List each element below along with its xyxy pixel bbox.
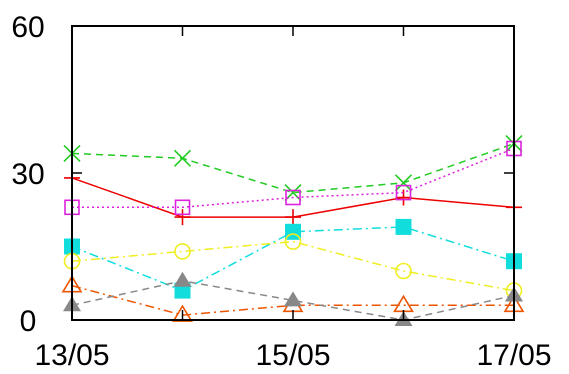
series-2 [64,140,522,216]
series-2-line [72,147,515,209]
series-6-point-2 [284,291,302,307]
plot-frame [71,25,515,321]
series-4 [63,233,523,299]
y-tick-label-60: 60 [11,11,44,44]
series-1-point-3 [394,174,413,192]
x-tick-label-17-05: 17/05 [476,339,551,372]
series-2-point-1 [174,199,191,216]
series-4-point-3 [395,262,412,280]
series-1-point-1 [173,149,192,167]
series-0-point-1 [174,209,191,226]
series-4-point-2 [284,233,302,250]
series-3-line [71,226,515,292]
series-3 [64,218,522,299]
series-5-point-3 [393,294,414,313]
series-4-point-1 [174,243,191,260]
x-tick-label-13-05: 13/05 [34,339,109,372]
series-0-point-3 [395,189,412,206]
series-5-line [71,284,514,316]
series-2-point-2 [285,189,301,206]
series-2-point-3 [395,184,412,201]
series-0-point-2 [285,209,301,226]
axis-ticks [71,25,515,321]
series-1-line [71,142,515,194]
series-6-point-1 [173,271,192,287]
x-tick-label-15-05: 15/05 [255,339,330,372]
series-6-line [71,280,515,321]
series-3-point-3 [395,218,412,235]
series-5-point-1 [172,304,193,322]
y-tick-label-30: 30 [11,158,44,191]
chart-marks [61,135,525,326]
y-tick-label-0: 0 [20,305,37,338]
